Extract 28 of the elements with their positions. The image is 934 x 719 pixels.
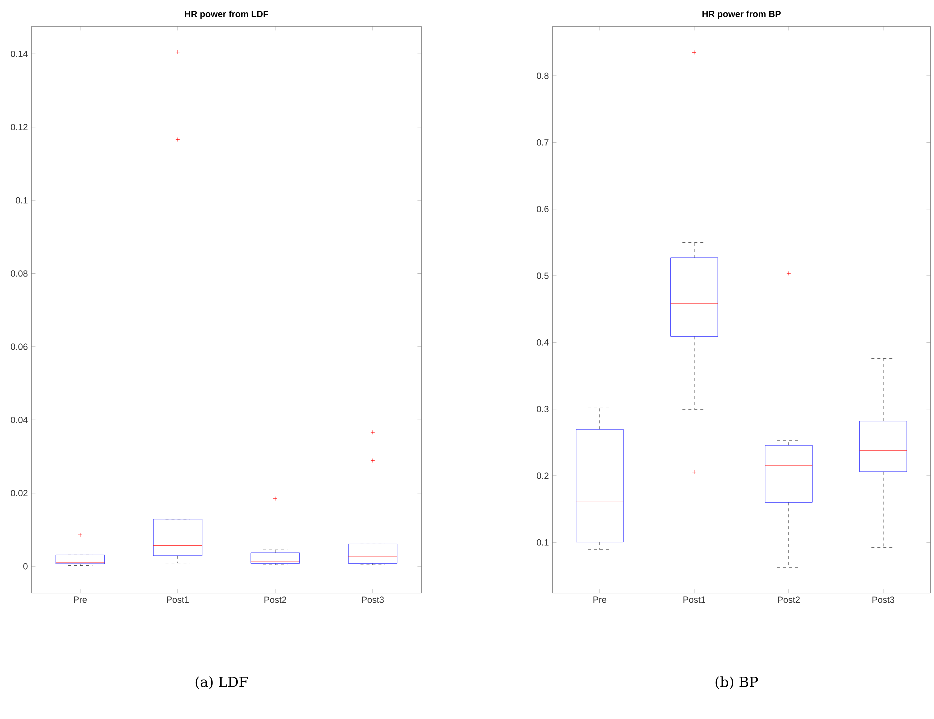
y-tick-label: 0.6 bbox=[537, 206, 549, 213]
y-tick-label: 0.5 bbox=[537, 272, 549, 280]
x-tick-label: Post1 bbox=[167, 596, 189, 604]
x-tick-label: Pre bbox=[594, 596, 607, 604]
y-tick-label: 0.1 bbox=[16, 197, 28, 204]
x-tick-label: Post1 bbox=[684, 596, 706, 604]
x-tick-label: Post3 bbox=[872, 596, 895, 604]
y-tick-label: 0.7 bbox=[537, 139, 549, 146]
y-tick-label: 0.1 bbox=[537, 539, 549, 546]
x-tick-label: Post2 bbox=[778, 596, 800, 604]
y-tick-label: 0.8 bbox=[537, 72, 549, 80]
text: (a) LDF bbox=[196, 676, 248, 690]
text: (b) BP bbox=[716, 676, 758, 690]
y-tick-label: 0 bbox=[24, 563, 28, 570]
x-tick-label: Post3 bbox=[362, 596, 384, 604]
x-tick-label: Post2 bbox=[264, 596, 286, 604]
y-tick-label: 0.08 bbox=[11, 270, 28, 277]
y-tick-label: 0.2 bbox=[537, 472, 549, 480]
y-tick-label: 0.3 bbox=[537, 406, 549, 412]
y-tick-label: 0.14 bbox=[11, 50, 28, 58]
y-tick-label: 0.04 bbox=[11, 416, 28, 424]
y-tick-label: 0.4 bbox=[537, 339, 549, 346]
x-tick-label: Pre bbox=[74, 596, 88, 604]
chart-title: HR power from BP bbox=[702, 10, 781, 20]
y-tick-label: 0.06 bbox=[11, 344, 28, 350]
chart-title: HR power from LDF bbox=[185, 10, 268, 20]
y-tick-label: 0.02 bbox=[11, 490, 28, 497]
y-tick-label: 0.12 bbox=[11, 124, 28, 131]
